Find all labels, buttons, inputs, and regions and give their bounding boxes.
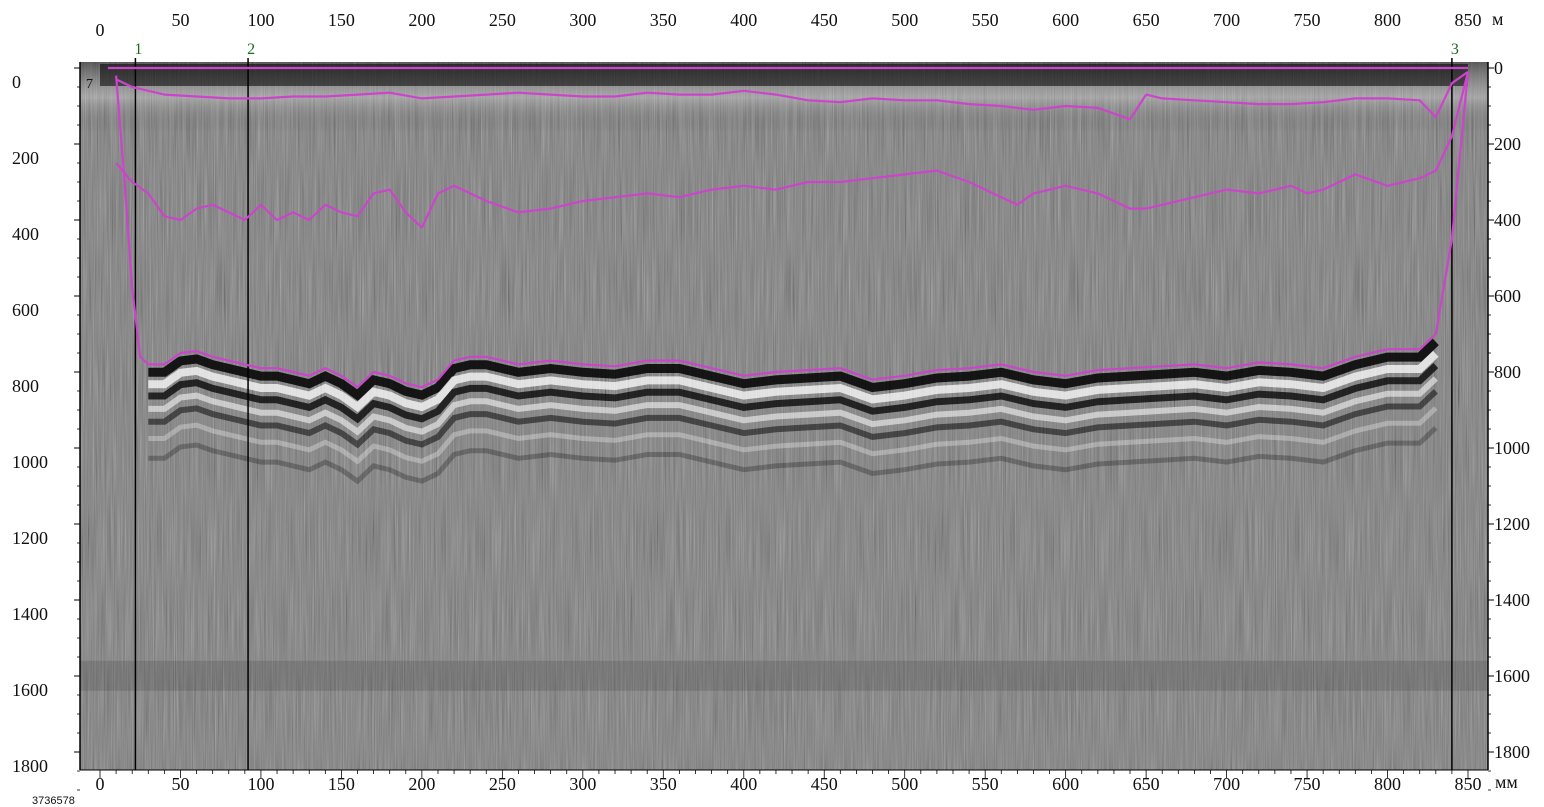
bottom-tick-label-650: 650 <box>1133 774 1160 794</box>
marker-label-1: 1 <box>134 41 142 58</box>
bottom-tick-label-600: 600 <box>1052 774 1079 794</box>
series-group <box>108 66 1470 389</box>
left-tick-label-1000: 1000 <box>12 452 48 472</box>
top-tick-label-450: 450 <box>811 10 838 30</box>
top-tick-label-200: 200 <box>408 10 435 30</box>
series-line-2 <box>115 71 1470 229</box>
bottom-tick-label-350: 350 <box>650 774 677 794</box>
marker-label-3: 3 <box>1451 41 1459 58</box>
right-axis-ticks: 0 200 400 600 800 1000 1200 1400 1600 1800 <box>1488 58 1530 791</box>
right-tick-label-600: 600 <box>1494 286 1521 306</box>
left-tick-label-600: 600 <box>12 300 39 320</box>
bottom-tick-label-250: 250 <box>489 774 516 794</box>
bottom-tick-label-200: 200 <box>408 774 435 794</box>
reflection-band <box>80 64 1488 691</box>
marker-lines: 1 2 3 <box>134 41 1459 770</box>
left-axis-ticks: 0 200 400 600 800 1000 1200 1400 1600 1800 <box>12 67 80 791</box>
bottom-axis-unit: мм <box>1495 772 1518 792</box>
top-tick-label-100: 100 <box>247 10 274 30</box>
bottom-tick-label-450: 450 <box>811 774 838 794</box>
top-tick-label-150: 150 <box>328 10 355 30</box>
top-tick-label-400: 400 <box>730 10 757 30</box>
top-axis-unit: м <box>1492 9 1503 29</box>
right-tick-label-1400: 1400 <box>1494 590 1530 610</box>
bottom-tick-label-850: 850 <box>1455 774 1482 794</box>
right-tick-label-400: 400 <box>1494 210 1521 230</box>
right-tick-label-1000: 1000 <box>1494 438 1530 458</box>
deep-layer-band <box>80 660 1488 691</box>
right-tick-label-800: 800 <box>1494 362 1521 382</box>
top-tick-label-250: 250 <box>489 10 516 30</box>
right-tick-label-1800: 1800 <box>1494 742 1530 762</box>
reflection-line-1 <box>148 338 1439 401</box>
marker-label-2: 2 <box>247 41 255 58</box>
left-tick-label-400: 400 <box>12 224 39 244</box>
bottom-tick-label-800: 800 <box>1374 774 1401 794</box>
bottom-tick-label-50: 50 <box>171 774 189 794</box>
bottom-tick-label-700: 700 <box>1213 774 1240 794</box>
reflection-line-2 <box>148 350 1439 413</box>
bottom-tick-label-0: 0 <box>96 774 105 794</box>
top-tick-label-0: 0 <box>96 20 105 40</box>
reflection-line-6 <box>148 406 1438 465</box>
right-tick-label-0: 0 <box>1494 58 1503 78</box>
right-tick-label-1600: 1600 <box>1494 666 1530 686</box>
top-tick-label-700: 700 <box>1213 10 1240 30</box>
bottom-tick-label-100: 100 <box>247 774 274 794</box>
bottom-tick-label-150: 150 <box>328 774 355 794</box>
left-tick-label-1600: 1600 <box>12 680 48 700</box>
profile-id: 3736578 <box>32 795 75 807</box>
surface-dark-band <box>100 64 1468 86</box>
top-tick-label-550: 550 <box>972 10 999 30</box>
left-tick-label-0: 0 <box>12 72 21 92</box>
corner-label: 7 <box>86 77 93 92</box>
left-tick-label-1800: 1800 <box>12 756 48 776</box>
reflection-line-7 <box>148 426 1438 485</box>
left-tick-label-1200: 1200 <box>12 528 48 548</box>
top-tick-label-750: 750 <box>1294 10 1321 30</box>
left-tick-label-800: 800 <box>12 376 39 396</box>
top-tick-label-300: 300 <box>569 10 596 30</box>
bottom-tick-label-500: 500 <box>891 774 918 794</box>
right-tick-label-200: 200 <box>1494 134 1521 154</box>
series-line-1 <box>115 70 1469 121</box>
top-tick-label-350: 350 <box>650 10 677 30</box>
top-tick-label-500: 500 <box>891 10 918 30</box>
bottom-tick-label-400: 400 <box>730 774 757 794</box>
bottom-axis-ticks: 0 50 100 150 200 250 300 350 400 450 500 550 600 650 7… <box>96 770 1482 794</box>
left-tick-label-200: 200 <box>12 148 39 168</box>
top-tick-label-850: 850 <box>1455 10 1482 30</box>
reflection-line-3 <box>148 363 1439 424</box>
top-tick-label-50: 50 <box>171 10 189 30</box>
top-tick-label-650: 650 <box>1133 10 1160 30</box>
reflection-line-5 <box>148 389 1438 449</box>
bottom-tick-label-300: 300 <box>569 774 596 794</box>
bottom-tick-label-750: 750 <box>1294 774 1321 794</box>
series-line-3 <box>115 71 1470 389</box>
bottom-tick-label-550: 550 <box>972 774 999 794</box>
reflection-line-4 <box>148 376 1438 436</box>
left-tick-label-1400: 1400 <box>12 604 48 624</box>
top-axis-ticks: 0 50 100 150 200 250 300 350 400 450 500 550 600 650 7… <box>96 10 1482 40</box>
top-tick-label-800: 800 <box>1374 10 1401 30</box>
right-tick-label-1200: 1200 <box>1494 514 1530 534</box>
top-tick-label-600: 600 <box>1052 10 1079 30</box>
